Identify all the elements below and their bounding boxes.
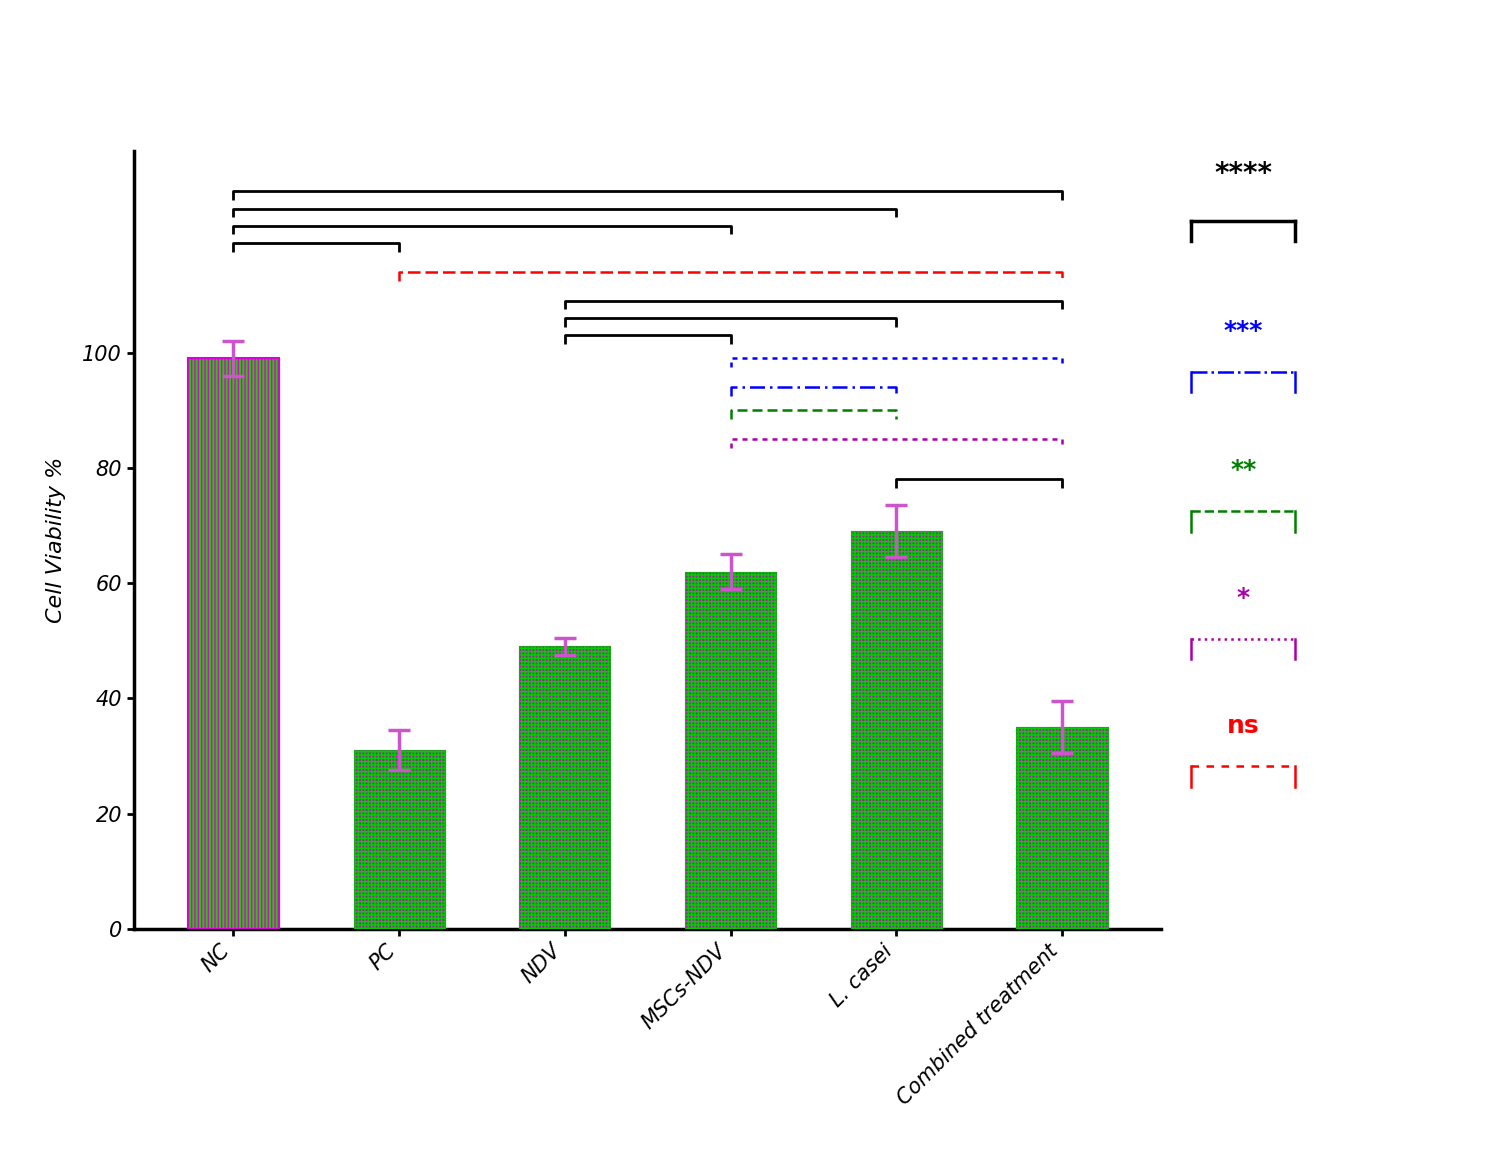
- Bar: [353, 750, 445, 929]
- Bar: [1017, 727, 1108, 929]
- Bar: [1017, 727, 1108, 929]
- Y-axis label: Cell Viability %: Cell Viability %: [46, 456, 66, 623]
- Bar: [353, 750, 445, 929]
- Bar: [850, 532, 943, 929]
- Text: *: *: [1237, 586, 1249, 610]
- Bar: [520, 647, 610, 929]
- Bar: [850, 532, 943, 929]
- Bar: [685, 571, 776, 929]
- Bar: [1017, 727, 1108, 929]
- Bar: [520, 647, 610, 929]
- Bar: [353, 750, 445, 929]
- Text: **: **: [1230, 459, 1257, 482]
- Bar: [188, 359, 278, 929]
- Text: ***: ***: [1224, 319, 1263, 342]
- Bar: [685, 571, 776, 929]
- Text: ****: ****: [1215, 160, 1272, 188]
- Bar: [188, 359, 278, 929]
- Bar: [685, 571, 776, 929]
- Bar: [850, 532, 943, 929]
- Bar: [520, 647, 610, 929]
- Text: ns: ns: [1227, 714, 1260, 737]
